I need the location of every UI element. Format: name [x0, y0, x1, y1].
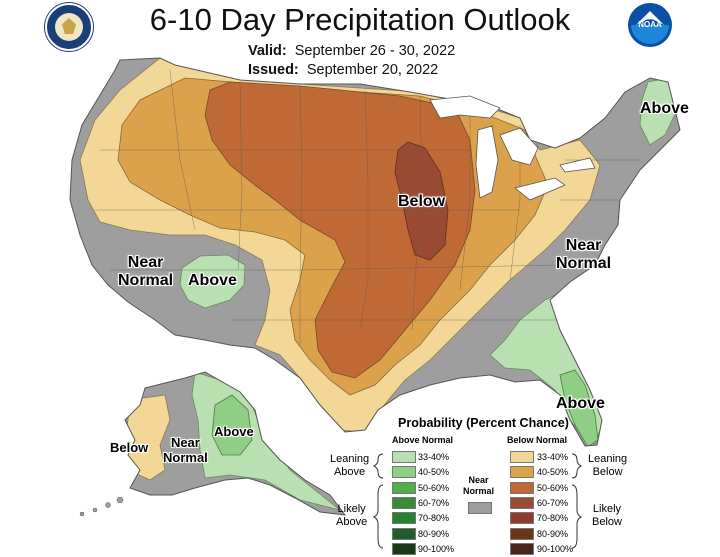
above-range-1: 40-50% — [418, 467, 450, 478]
above-swatch-6 — [392, 542, 416, 555]
legend-below-header: Below Normal — [507, 435, 568, 445]
above-swatch-3 — [392, 496, 416, 509]
label-near-normal-east: Near Normal — [556, 237, 612, 272]
below-swatch-4 — [510, 512, 534, 525]
above-range-4: 70-80% — [418, 513, 450, 524]
below-range-0: 33-40% — [537, 452, 569, 462]
label-below-midwest: Below — [398, 193, 446, 210]
label-near-normal-alaska: Near Normal — [163, 435, 208, 465]
below-swatch-3 — [510, 496, 534, 509]
legend-likely-below: Likely Below — [592, 503, 622, 528]
below-range-2: 50-60% — [537, 482, 569, 493]
below-range-6: 90-100% — [537, 543, 574, 554]
legend-near-normal-swatch — [468, 502, 492, 514]
above-range-3: 60-70% — [418, 497, 450, 508]
above-swatch-1 — [392, 466, 416, 479]
issued-label: Issued: — [248, 62, 299, 78]
valid-value: September 26 - 30, 2022 — [294, 43, 456, 59]
above-swatch-5 — [392, 527, 416, 540]
above-range-0: 33-40% — [418, 452, 450, 462]
label-below-alaska: Below — [110, 440, 149, 455]
below-range-4: 70-80% — [537, 513, 569, 524]
valid-label: Valid: — [248, 43, 287, 59]
label-near-normal-west: Near Normal — [118, 254, 174, 289]
above-range-6: 90-100% — [418, 543, 455, 554]
above-swatch-0 — [392, 451, 416, 463]
below-swatch-6 — [510, 542, 534, 555]
legend-likely-above: Likely Above — [336, 503, 368, 528]
valid-dates: Valid: September 26 - 30, 2022 — [248, 43, 455, 59]
legend-title: Probability (Percent Chance) — [398, 416, 569, 430]
below-swatch-0 — [510, 451, 534, 463]
noaa-logo-icon: NOAA — [628, 3, 672, 47]
legend-leaning-below: Leaning Below — [588, 453, 628, 478]
below-range-3: 60-70% — [537, 497, 569, 508]
issued-date: Issued: September 20, 2022 — [248, 62, 438, 78]
above-swatch-2 — [392, 481, 416, 494]
legend-leaning-above: Leaning Above — [330, 453, 370, 478]
below-swatch-2 — [510, 481, 534, 494]
label-above-florida: Above — [556, 395, 605, 412]
legend-near-normal: Near Normal — [463, 475, 495, 496]
label-above-alaska: Above — [214, 424, 254, 439]
label-above-southwest: Above — [188, 272, 237, 289]
issued-value: September 20, 2022 — [306, 62, 439, 78]
below-range-1: 40-50% — [537, 467, 569, 478]
below-range-5: 80-90% — [537, 528, 569, 539]
below-swatch-5 — [510, 527, 534, 540]
doc-seal-icon — [45, 3, 93, 51]
noaa-logo-text: NOAA — [638, 20, 662, 29]
above-swatch-4 — [392, 512, 416, 525]
legend-above-header: Above Normal — [392, 435, 454, 445]
page-title: 6-10 Day Precipitation Outlook — [149, 2, 571, 37]
label-above-northeast: Above — [640, 100, 689, 117]
below-swatch-1 — [510, 466, 534, 479]
above-range-5: 80-90% — [418, 528, 450, 539]
above-range-2: 50-60% — [418, 482, 450, 493]
